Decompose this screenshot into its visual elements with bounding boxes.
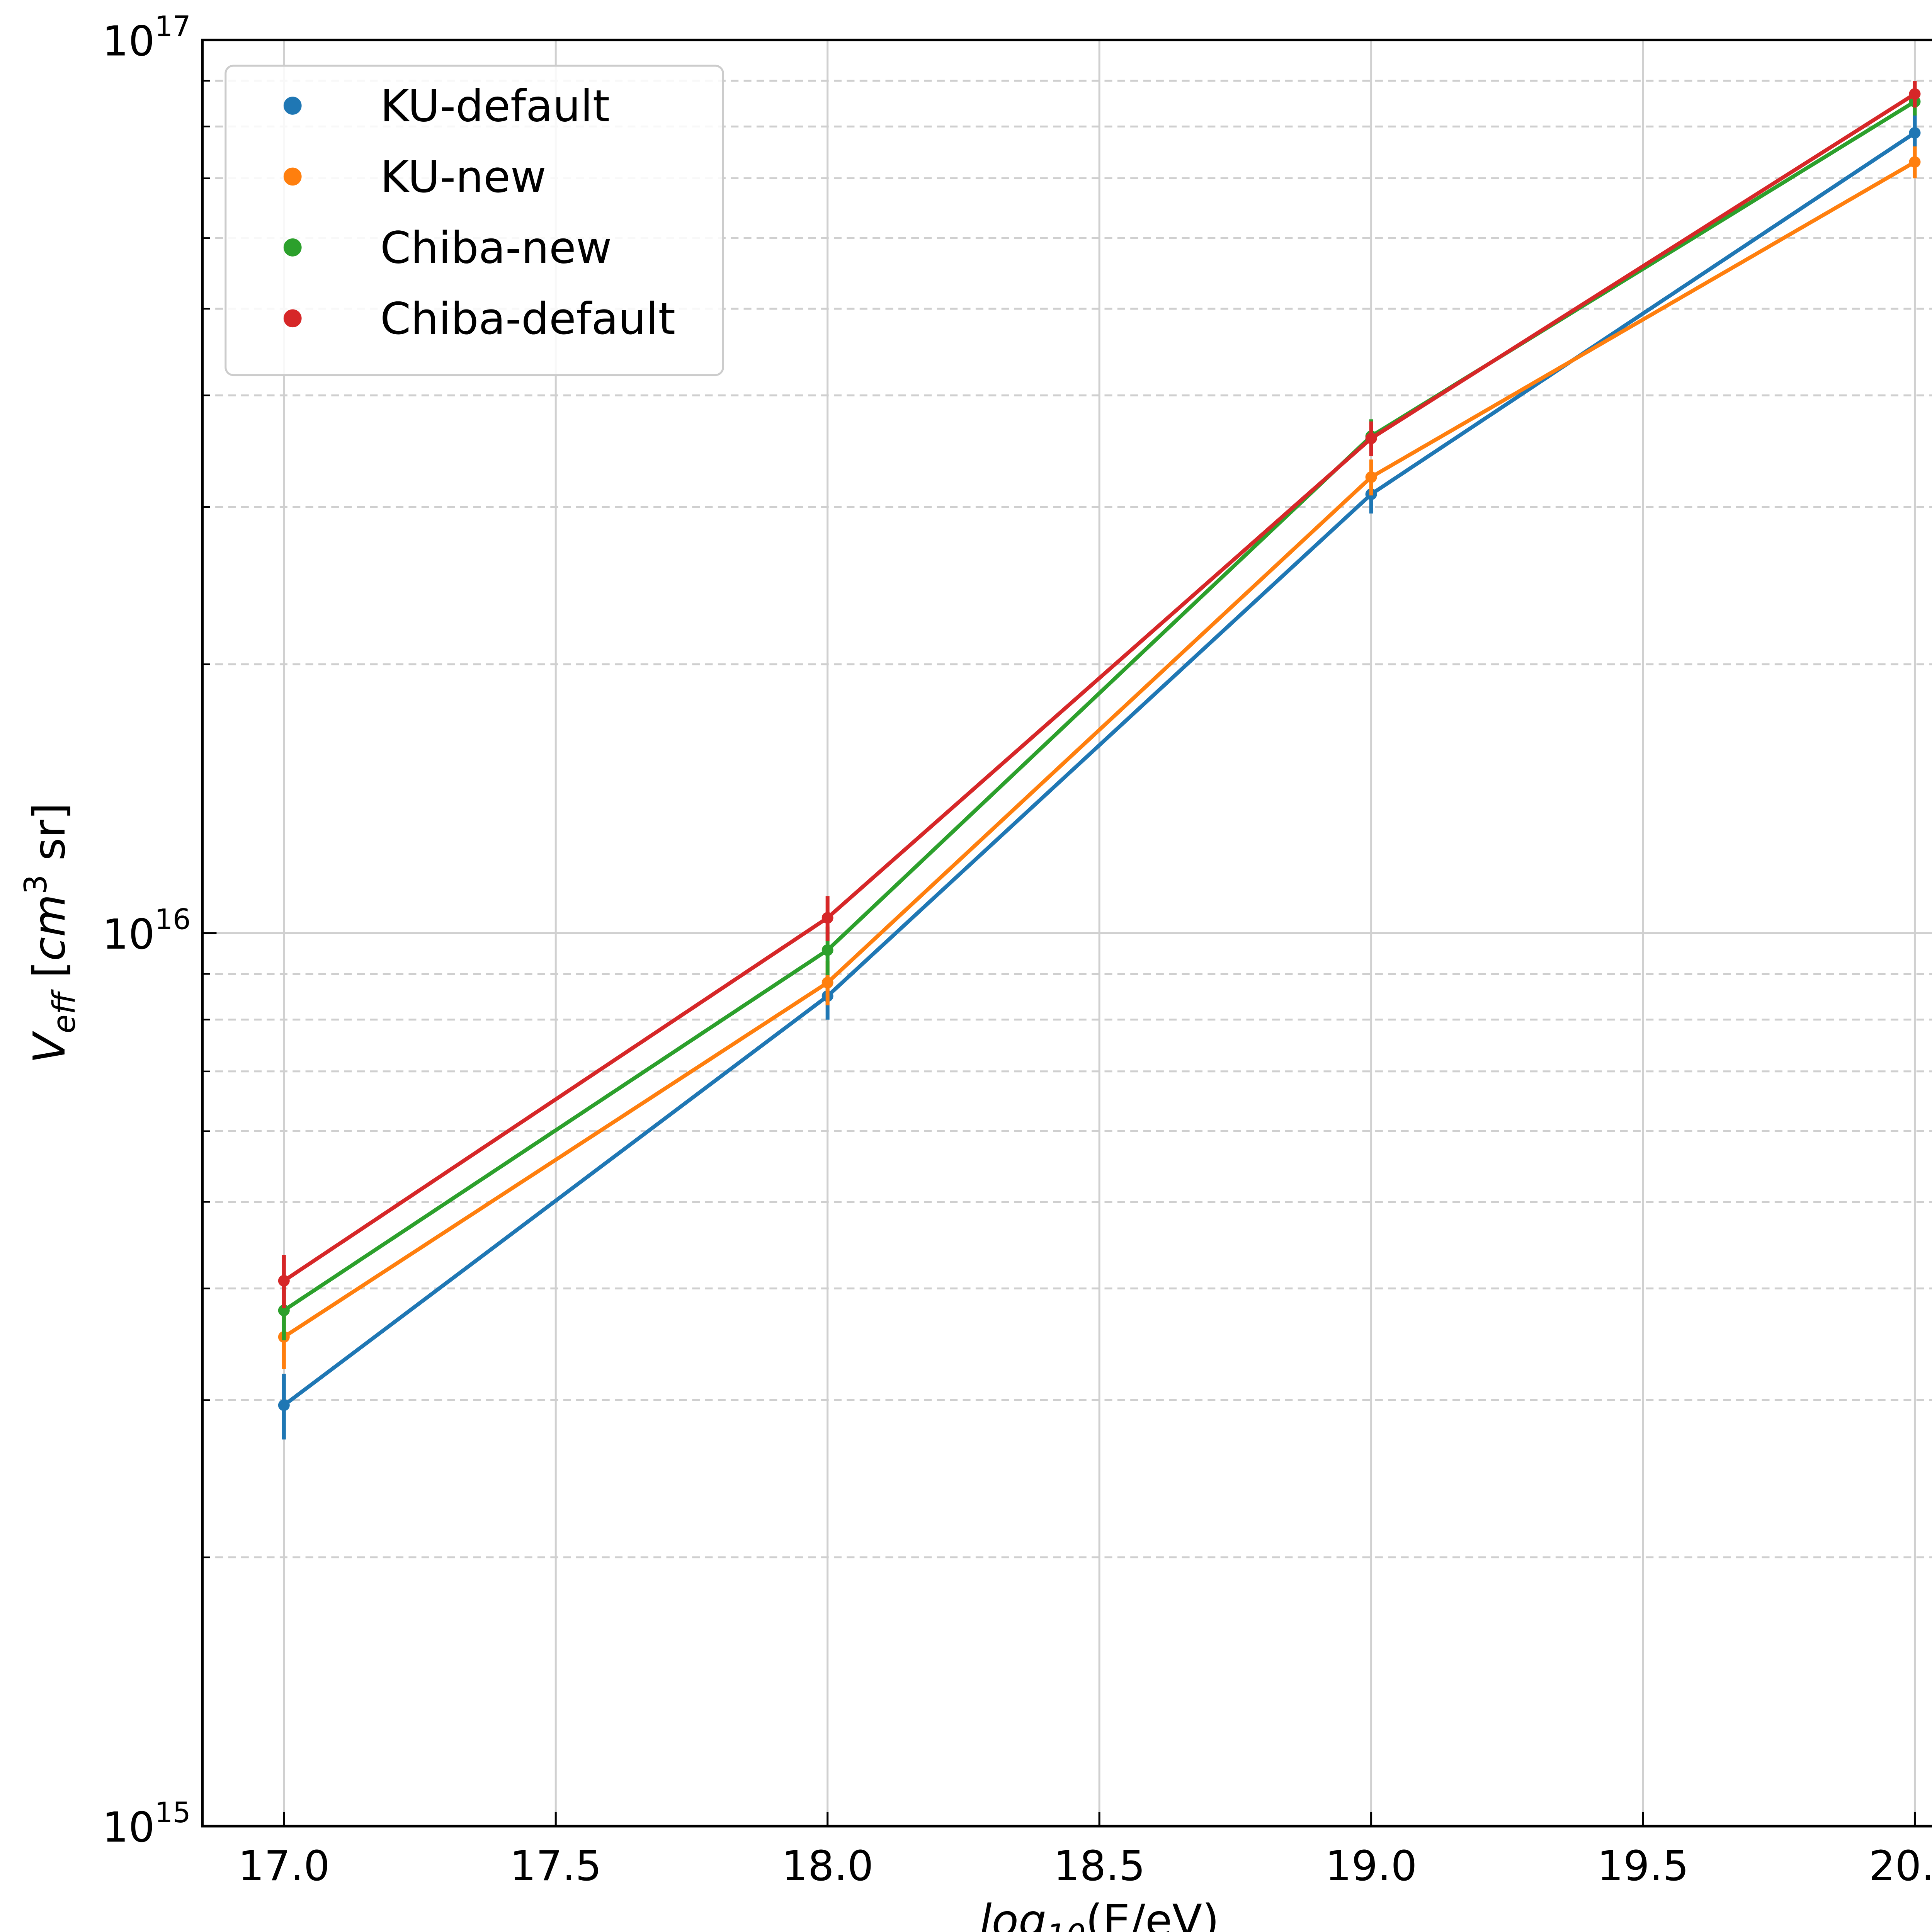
data-point bbox=[278, 1275, 290, 1287]
y-tick-label: 1017 bbox=[102, 10, 191, 65]
legend-marker bbox=[283, 309, 302, 328]
data-point bbox=[1909, 127, 1921, 139]
legend-label: Chiba-new bbox=[380, 222, 612, 273]
legend-box bbox=[224, 65, 724, 376]
legend-marker bbox=[283, 238, 302, 257]
x-tick-label: 19.0 bbox=[1325, 1842, 1417, 1890]
legend-label: Chiba-default bbox=[380, 293, 675, 344]
data-point bbox=[1365, 471, 1377, 483]
data-point bbox=[1365, 432, 1377, 444]
x-tick-label: 17.5 bbox=[510, 1842, 602, 1890]
y-label-part: V bbox=[24, 1031, 75, 1063]
x-tick-label: 17.0 bbox=[238, 1842, 330, 1890]
x-label-part: (E/eV) bbox=[1086, 1895, 1219, 1932]
x-label-sub: 10 bbox=[1046, 1917, 1086, 1932]
x-tick-label: 18.5 bbox=[1053, 1842, 1145, 1890]
x-tick-label: 19.5 bbox=[1597, 1842, 1689, 1890]
y-tick-label: 1015 bbox=[102, 1796, 191, 1852]
series-line bbox=[283, 92, 1916, 1282]
data-point bbox=[821, 977, 833, 989]
y-tick-exponent: 15 bbox=[155, 1796, 190, 1829]
data-point bbox=[278, 1304, 290, 1316]
series-line bbox=[283, 160, 1916, 1339]
plot-frame bbox=[201, 39, 1932, 1828]
data-point bbox=[1909, 88, 1921, 100]
x-tick-label: 18.0 bbox=[782, 1842, 874, 1890]
legend-marker bbox=[283, 167, 302, 186]
y-tick-base: 10 bbox=[102, 911, 155, 959]
legend-label: KU-new bbox=[380, 151, 546, 202]
data-point bbox=[1909, 156, 1921, 168]
x-tick-label: 20.0 bbox=[1869, 1842, 1932, 1890]
legend-marker bbox=[283, 97, 302, 115]
data-point bbox=[821, 944, 833, 956]
data-point bbox=[278, 1399, 290, 1411]
y-label-sup: 3 bbox=[18, 874, 54, 894]
y-label-part: [ bbox=[24, 961, 75, 992]
y-tick-exponent: 16 bbox=[155, 903, 190, 936]
x-axis-label: log10(E/eV) bbox=[980, 1895, 1219, 1932]
series-line bbox=[283, 100, 1916, 1312]
y-label-part: sr] bbox=[24, 803, 75, 874]
series-line bbox=[282, 131, 1916, 1407]
legend-label: KU-default bbox=[380, 81, 610, 132]
y-tick-base: 10 bbox=[102, 17, 155, 65]
y-axis-label: Veff [cm3 sr] bbox=[18, 803, 82, 1063]
y-label-part: cm bbox=[24, 894, 75, 961]
data-point bbox=[821, 912, 833, 924]
y-label-sub: eff bbox=[46, 989, 82, 1033]
y-tick-label: 1016 bbox=[102, 903, 191, 959]
y-tick-exponent: 17 bbox=[155, 10, 190, 43]
x-label-part: log bbox=[980, 1895, 1046, 1932]
y-tick-base: 10 bbox=[102, 1804, 155, 1852]
